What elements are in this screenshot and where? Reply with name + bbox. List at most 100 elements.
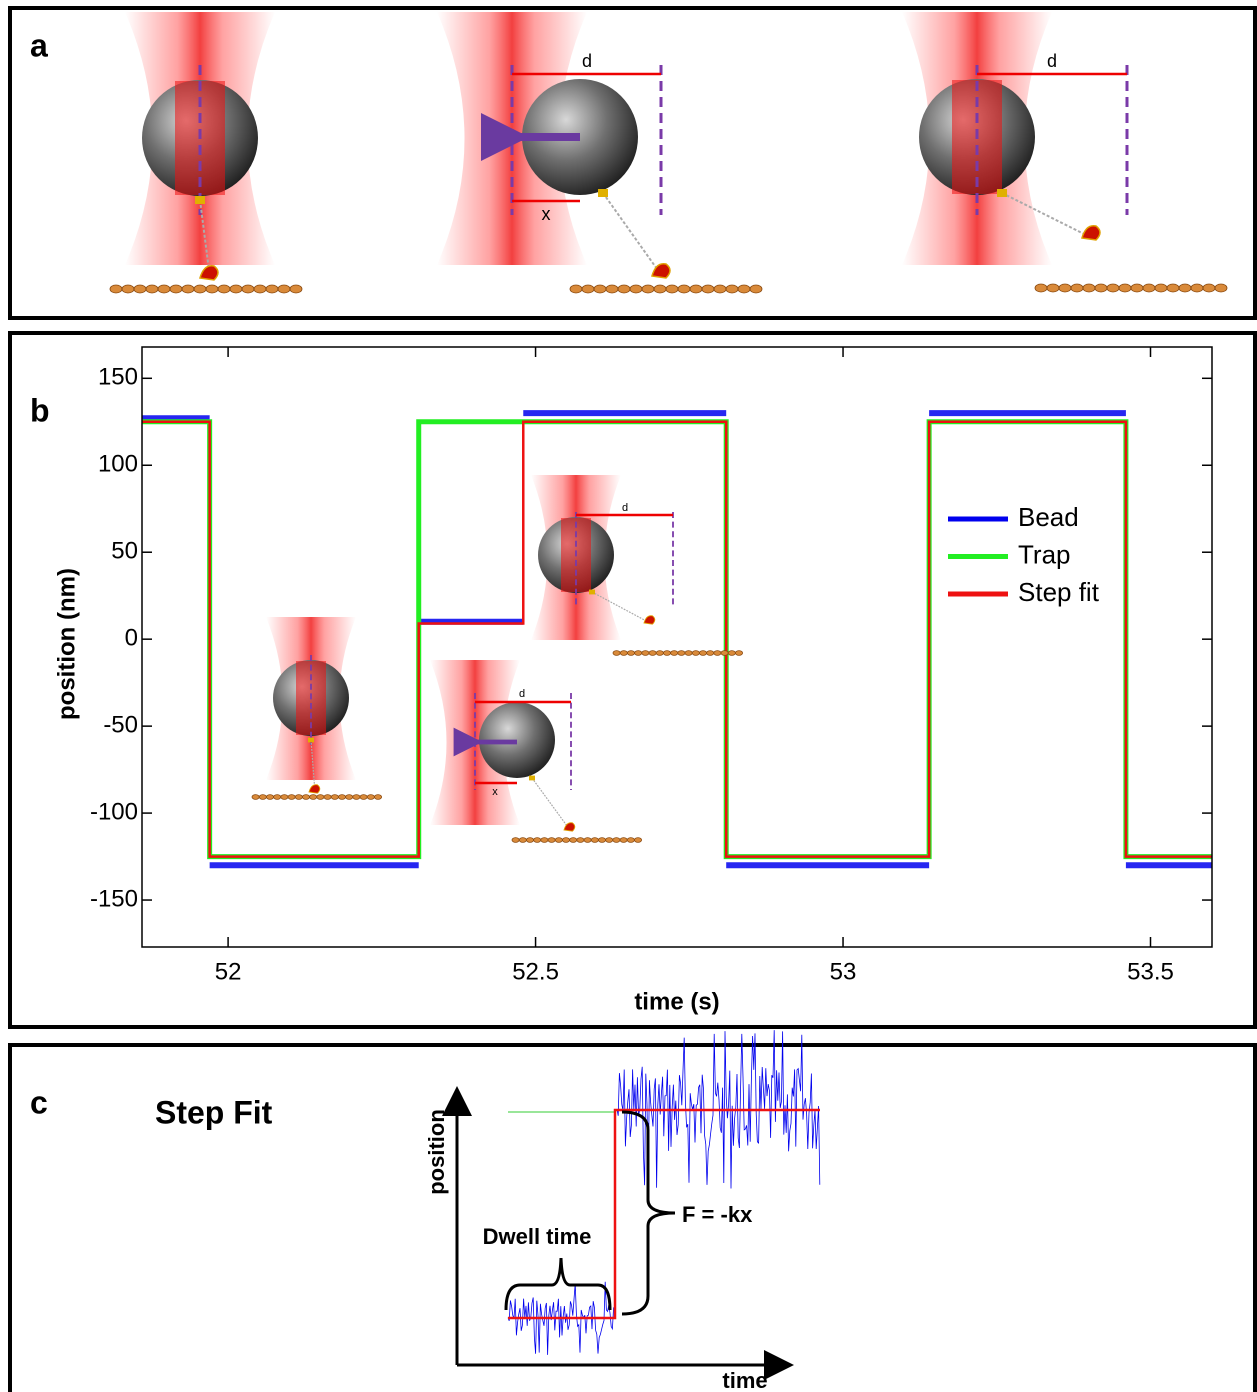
microtubule-unit [1094,283,1108,293]
microtubule-unit [145,284,159,294]
microtubule-unit [653,284,667,294]
microtubule-unit [287,794,296,800]
microtubule-unit [612,650,621,656]
y-tick-label: -100 [90,798,138,825]
microtubule-unit [713,650,722,656]
microtubule-unit [641,650,650,656]
x-tick-label: 53.5 [1127,958,1174,985]
microtubule-unit [626,837,635,843]
microtubule-unit [1166,283,1180,293]
microtubule-unit [663,650,672,656]
tether [199,199,211,279]
microtubule-unit [617,284,631,294]
microtubule-unit [749,284,763,294]
panel-c-frame [8,1043,1257,1392]
linker [589,589,595,595]
microtubule-unit [511,837,520,843]
microtubule-unit [655,650,664,656]
microtubule-unit [1202,283,1216,293]
microtubule-unit [309,794,318,800]
microtubule-unit [253,284,267,294]
microtubule-unit [1106,283,1120,293]
microtubule-unit [612,837,621,843]
microtubule-unit [345,794,354,800]
microtubule-unit [277,284,291,294]
force-brace [621,1110,676,1316]
y-tick-label: 0 [125,625,138,652]
microtubule-unit [533,837,542,843]
annotation: Dwell time [483,1224,592,1249]
panel-b-frame [8,331,1257,1029]
axis-label: time [722,1368,767,1392]
microtubule-unit [133,284,147,294]
panel-label: a [30,27,48,63]
panel-label: c [30,1084,48,1120]
motor [643,615,656,625]
linker [598,189,608,197]
microtubule-unit [619,837,628,843]
distance-label: d [582,51,592,71]
microtubule-unit [605,837,614,843]
microtubule-unit [330,794,339,800]
displacement-label: x [492,786,498,798]
microtubule-unit [689,284,703,294]
microtubule-unit [241,284,255,294]
microtubule-unit [701,284,715,294]
microtubule-unit [526,837,535,843]
microtubule-unit [691,650,700,656]
microtubule-unit [323,794,332,800]
microtubule-unit [670,650,679,656]
legend-label: Trap [1018,539,1071,569]
x-tick-label: 52.5 [512,958,559,985]
microtubule-unit [706,650,715,656]
series-line [142,410,1212,869]
dwell-brace [504,1257,612,1311]
microtubule-unit [677,284,691,294]
microtubule-unit [605,284,619,294]
microtubule-unit [720,650,729,656]
microtubule-unit [273,794,282,800]
y-axis-label: position (nm) [53,568,80,720]
distance-label: d [622,502,628,514]
panel-label: b [30,392,50,428]
y-tick-label: 100 [98,451,138,478]
microtubule-unit [265,284,279,294]
microtubule-unit [1190,283,1204,293]
linker [308,737,314,743]
microtubule-unit [554,837,563,843]
microtubule-unit [294,794,303,800]
microtubule-unit [229,284,243,294]
motor [199,265,219,281]
y-tick-label: 150 [98,364,138,391]
microtubule-unit [193,284,207,294]
tether [602,192,663,277]
motor [308,784,321,794]
microtubule-unit [619,650,628,656]
microtubule-unit [1214,283,1228,293]
microtubule-unit [1178,283,1192,293]
linker [529,775,535,781]
microtubule-unit [316,794,325,800]
microtubule-unit [634,837,643,843]
microtubule-unit [641,284,655,294]
microtubule-unit [648,650,657,656]
microtubule-unit [735,650,744,656]
microtubule-unit [352,794,361,800]
microtubule-unit [157,284,171,294]
microtubule-unit [251,794,260,800]
x-axis-label: time (s) [634,988,719,1015]
annotation: F = -kx [682,1202,753,1227]
chart: 150 100 50 0 -50 -100 -150 52 52.5 53 53.5 time (s)… [53,346,1213,1015]
microtubule-unit [576,837,585,843]
microtubule-unit [569,284,583,294]
microtubule-unit [181,284,195,294]
microtubule-unit [677,650,686,656]
microtubule-unit [547,837,556,843]
microtubule-unit [373,794,382,800]
microtubule-unit [581,284,595,294]
legend-label: Step fit [1018,577,1100,607]
microtubule-unit [583,837,592,843]
microtubule-unit [1142,283,1156,293]
microtubule-unit [627,650,636,656]
